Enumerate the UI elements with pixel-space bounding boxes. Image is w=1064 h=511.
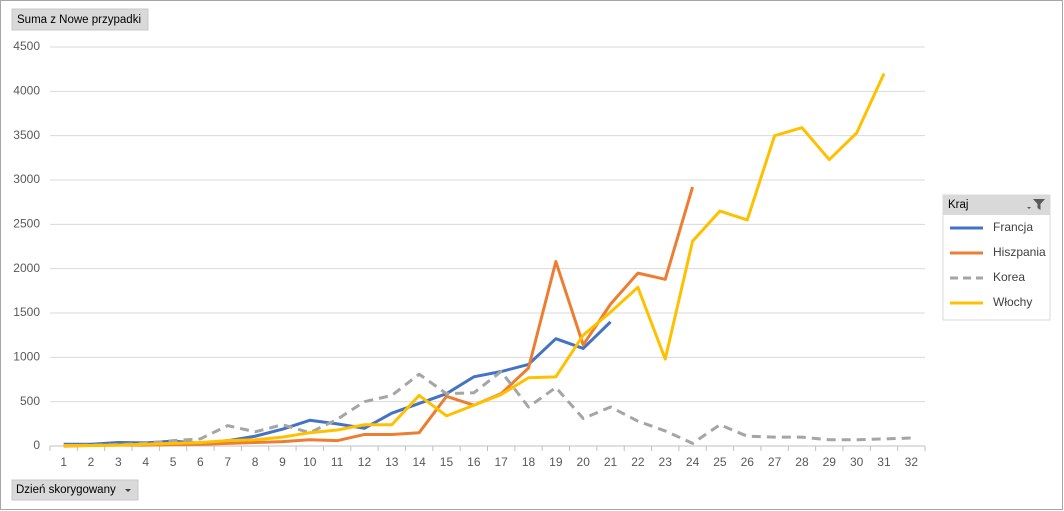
x-tick-label: 11 [331, 455, 344, 469]
value-field-label: Suma z Nowe przypadki [17, 14, 141, 26]
x-tick-label: 17 [494, 455, 508, 469]
y-tick-label: 1500 [13, 305, 40, 319]
y-tick-label: 500 [20, 394, 40, 408]
y-tick-label: 0 [33, 438, 40, 452]
legend-header-bg [943, 195, 1050, 215]
x-tick-label: 1 [60, 455, 67, 469]
series-line [63, 370, 912, 448]
button-bg [11, 8, 149, 31]
y-tick-label: 2500 [13, 217, 40, 231]
x-tick-label: 24 [686, 455, 700, 469]
x-tick-label: 23 [659, 455, 673, 469]
y-tick-label: 4500 [13, 39, 40, 53]
x-tick-label: 19 [549, 455, 563, 469]
y-tick-label: 1000 [13, 350, 40, 364]
x-tick-label: 30 [850, 455, 864, 469]
x-tick-label: 3 [115, 455, 122, 469]
legend-label: Francja [993, 220, 1033, 234]
x-tick-label: 12 [358, 455, 372, 469]
x-tick-label: 21 [604, 455, 618, 469]
axis-field-button[interactable]: Dzień skorygowany [11, 479, 139, 501]
filter-icon [1027, 199, 1045, 210]
x-tick-label: 32 [905, 455, 919, 469]
y-tick-label: 2000 [13, 261, 40, 275]
x-tick-label: 4 [142, 455, 149, 469]
x-tick-label: 22 [631, 455, 645, 469]
legend-label: Hiszpania [993, 245, 1046, 259]
legend-title: Kraj [948, 199, 968, 211]
x-tick-label: 16 [467, 455, 481, 469]
x-tick-label: 31 [877, 455, 891, 469]
series-line [63, 72, 886, 448]
x-tick-label: 27 [768, 455, 782, 469]
x-tick-label: 9 [279, 455, 286, 469]
y-tick-label: 4000 [13, 84, 40, 98]
legend-label: Korea [993, 270, 1025, 284]
button-bg [11, 479, 139, 501]
x-tick-label: 29 [823, 455, 837, 469]
x-tick-label: 18 [522, 455, 536, 469]
legend-header[interactable]: Kraj [943, 195, 1050, 215]
x-tick-label: 28 [795, 455, 809, 469]
x-tick-label: 7 [224, 455, 231, 469]
x-tick-label: 20 [577, 455, 591, 469]
x-tick-label: 25 [713, 455, 727, 469]
x-tick-label: 13 [385, 455, 399, 469]
y-tick-label: 3000 [13, 172, 40, 186]
x-tick-label: 26 [741, 455, 755, 469]
x-tick-label: 15 [440, 455, 454, 469]
legend-box [942, 194, 1051, 321]
legend-label: Włochy [993, 295, 1032, 309]
value-field-button[interactable]: Suma z Nowe przypadki [11, 8, 149, 31]
x-tick-label: 8 [252, 455, 259, 469]
axis-field-label: Dzień skorygowany [16, 484, 116, 496]
legend: Kraj [942, 194, 1051, 321]
dropdown-arrow [125, 489, 131, 492]
y-tick-label: 3500 [13, 128, 40, 142]
x-tick-label: 2 [88, 455, 95, 469]
x-tick-label: 14 [412, 455, 426, 469]
x-tick-label: 5 [170, 455, 177, 469]
x-tick-label: 6 [197, 455, 204, 469]
x-tick-label: 10 [303, 455, 317, 469]
